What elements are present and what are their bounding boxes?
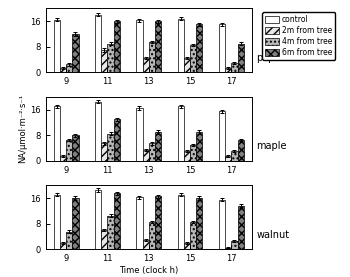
Bar	[142, 58, 149, 72]
Bar	[231, 151, 238, 161]
Bar	[196, 24, 202, 72]
Bar	[184, 151, 190, 161]
Bar	[219, 111, 225, 161]
Bar	[190, 45, 196, 72]
Bar	[66, 140, 72, 161]
Bar	[149, 222, 155, 249]
Bar	[219, 200, 225, 249]
Bar	[107, 43, 114, 72]
Bar	[231, 241, 238, 249]
Bar	[142, 150, 149, 161]
Bar	[219, 24, 225, 72]
Bar	[95, 190, 101, 249]
Bar	[66, 232, 72, 249]
Bar	[107, 134, 114, 161]
Bar	[142, 240, 149, 249]
Bar	[190, 145, 196, 161]
Bar	[184, 58, 190, 72]
Bar	[95, 102, 101, 161]
Bar	[178, 19, 184, 72]
Text: maple: maple	[256, 141, 287, 151]
Bar	[101, 230, 107, 249]
Bar	[155, 132, 161, 161]
Bar	[155, 21, 161, 72]
Bar	[196, 132, 202, 161]
Bar	[60, 243, 66, 249]
Bar	[225, 156, 231, 161]
Bar	[136, 108, 142, 161]
Bar	[225, 248, 231, 249]
Bar	[225, 68, 231, 72]
Text: walnut: walnut	[256, 230, 289, 240]
Bar	[149, 143, 155, 161]
Bar	[178, 195, 184, 249]
Text: poplar: poplar	[256, 53, 287, 63]
Bar	[66, 64, 72, 72]
Bar	[178, 106, 184, 161]
Bar	[149, 42, 155, 72]
Bar	[72, 135, 78, 161]
Legend: control, 2m from tree, 4m from tree, 6m from tree: control, 2m from tree, 4m from tree, 6m …	[262, 12, 335, 60]
Bar	[231, 63, 238, 72]
Bar	[155, 196, 161, 249]
Bar	[114, 193, 120, 249]
Bar	[107, 216, 114, 249]
Bar	[238, 43, 244, 72]
Bar	[54, 106, 60, 161]
Bar	[136, 20, 142, 72]
Bar	[136, 198, 142, 249]
Bar	[72, 198, 78, 249]
Bar	[114, 119, 120, 161]
Bar	[95, 15, 101, 72]
Bar	[184, 243, 190, 249]
Bar	[54, 19, 60, 72]
Bar	[72, 34, 78, 72]
Bar	[238, 140, 244, 161]
Bar	[190, 222, 196, 249]
Bar	[60, 156, 66, 161]
Bar	[196, 198, 202, 249]
Bar	[60, 68, 66, 72]
Bar	[238, 206, 244, 249]
Bar	[114, 21, 120, 72]
Bar	[101, 143, 107, 161]
X-axis label: Time (clock h): Time (clock h)	[119, 266, 178, 275]
Bar	[54, 195, 60, 249]
Bar	[101, 50, 107, 72]
Y-axis label: NA/μmol·m⁻²·s⁻¹: NA/μmol·m⁻²·s⁻¹	[18, 94, 27, 163]
